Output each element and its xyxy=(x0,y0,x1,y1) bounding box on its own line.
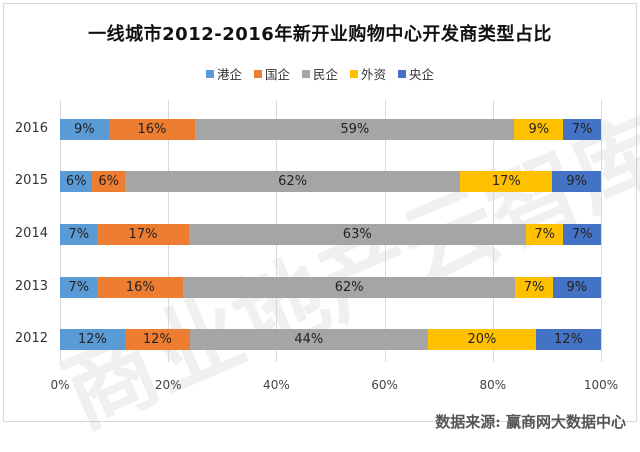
data-source: 数据来源: 赢商网大数据中心 xyxy=(435,413,626,431)
bar-segment: 12% xyxy=(60,329,125,350)
bar-row-2012: 12% 12% 44% 20% 12% xyxy=(60,329,601,350)
x-tick-label: 60% xyxy=(371,378,398,392)
bar-segment: 44% xyxy=(189,329,428,350)
legend-item: 民企 xyxy=(301,64,338,83)
bar-segment: 17% xyxy=(460,171,553,192)
bar-segment: 9% xyxy=(552,171,601,192)
bar-row-2014: 7% 17% 63% 7% 7% xyxy=(60,224,601,245)
legend-swatch-icon xyxy=(350,69,358,78)
bar-segment: 12% xyxy=(536,329,601,350)
x-tick-label: 80% xyxy=(479,378,507,392)
chart-title: 一线城市2012-2016年新开业购物中心开发商类型占比 xyxy=(88,24,552,45)
legend-item: 港企 xyxy=(205,64,242,83)
legend-label: 央企 xyxy=(409,67,435,82)
bar-segment: 62% xyxy=(183,277,516,298)
bar-row-2015: 6% 6% 62% 17% 9% xyxy=(60,171,601,192)
y-tick-label: 2015 xyxy=(14,173,48,188)
bar-row-2013: 7% 16% 62% 7% 9% xyxy=(60,277,601,298)
bar-segment: 9% xyxy=(552,277,601,298)
bar-segment: 59% xyxy=(195,119,515,140)
legend-label: 外资 xyxy=(361,67,387,82)
bar-segment: 9% xyxy=(514,119,564,140)
x-tick-label: 0% xyxy=(50,378,70,392)
bar-segment: 16% xyxy=(97,277,184,298)
legend-item: 外资 xyxy=(350,64,386,83)
bar-segment: 63% xyxy=(188,224,526,245)
bar-segment: 7% xyxy=(525,224,564,245)
bar-segment: 12% xyxy=(124,329,190,350)
bar-segment: 7% xyxy=(563,119,601,140)
legend-swatch-icon xyxy=(398,69,407,78)
legend-label: 港企 xyxy=(216,67,242,82)
legend-swatch-icon xyxy=(253,69,262,78)
chart-frame xyxy=(3,3,637,422)
y-tick-label: 2016 xyxy=(14,121,48,136)
bar-segment: 7% xyxy=(60,224,98,245)
legend-label: 国企 xyxy=(264,67,290,82)
gridline xyxy=(601,100,602,362)
bar-row-2016: 9% 16% 59% 9% 7% xyxy=(60,119,601,140)
x-tick-label: 20% xyxy=(154,378,182,392)
chart-legend: 港企 国企 民企 外资 央企 xyxy=(0,64,640,83)
legend-label: 民企 xyxy=(312,67,338,82)
legend-swatch-icon xyxy=(301,69,310,78)
y-tick-label: 2014 xyxy=(14,226,48,241)
bar-segment: 62% xyxy=(124,171,461,192)
bar-segment: 17% xyxy=(97,224,189,245)
plot-area: 9% 16% 59% 9% 7% 6% 6% 62% 17% 9% 7% 17% 63% 7% 7% 7% 16… xyxy=(60,100,602,362)
bar-segment: 20% xyxy=(427,329,537,350)
bar-segment: 7% xyxy=(60,277,98,298)
bar-segment: 16% xyxy=(108,119,196,140)
legend-item: 国企 xyxy=(253,64,290,83)
bar-segment: 7% xyxy=(515,277,553,298)
bar-segment: 9% xyxy=(60,119,109,140)
x-tick-label: 100% xyxy=(583,378,619,392)
x-tick-label: 40% xyxy=(263,378,290,392)
bar-segment: 7% xyxy=(563,224,601,245)
y-tick-label: 2013 xyxy=(14,279,48,294)
bar-segment: 6% xyxy=(92,171,125,192)
legend-item: 央企 xyxy=(398,64,434,83)
bar-segment: 6% xyxy=(60,171,93,192)
y-tick-label: 2012 xyxy=(14,331,48,346)
legend-swatch-icon xyxy=(205,69,214,78)
